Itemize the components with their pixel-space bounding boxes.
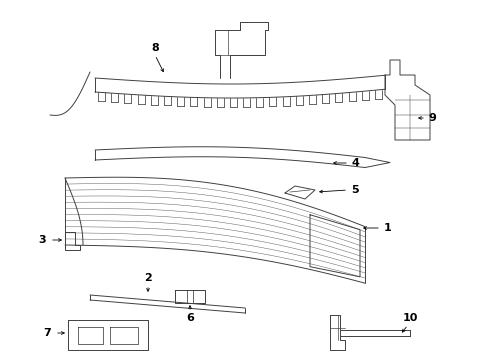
Text: 6: 6 (186, 313, 194, 323)
Text: 1: 1 (384, 223, 392, 233)
Text: 7: 7 (43, 328, 51, 338)
Text: 2: 2 (144, 273, 152, 283)
Text: 5: 5 (351, 185, 359, 195)
Text: 4: 4 (351, 158, 359, 168)
Text: 9: 9 (428, 113, 436, 123)
Text: 8: 8 (151, 43, 159, 53)
Text: 3: 3 (38, 235, 46, 245)
Text: 10: 10 (402, 313, 417, 323)
